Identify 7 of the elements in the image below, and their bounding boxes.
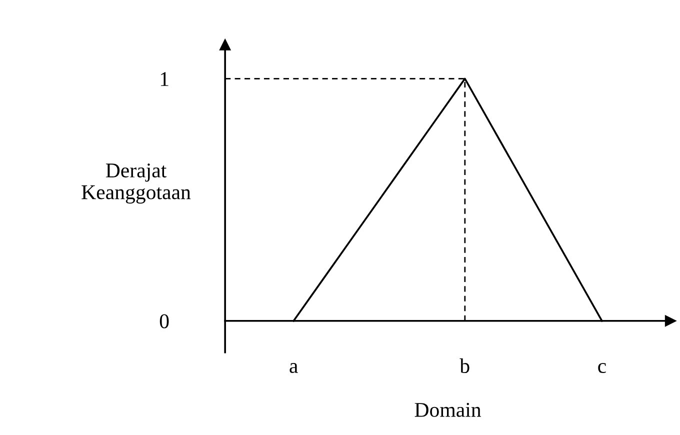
x-tick-label: b <box>460 358 470 374</box>
y-axis-title: Derajat Keanggotaan <box>82 163 191 204</box>
x-tick-label: a <box>290 363 298 374</box>
x-tick-label: c <box>598 363 606 374</box>
y-tick-label: 0 <box>160 314 169 328</box>
y-tick-label: 1 <box>160 72 168 86</box>
x-axis-title: Domain <box>414 402 482 417</box>
